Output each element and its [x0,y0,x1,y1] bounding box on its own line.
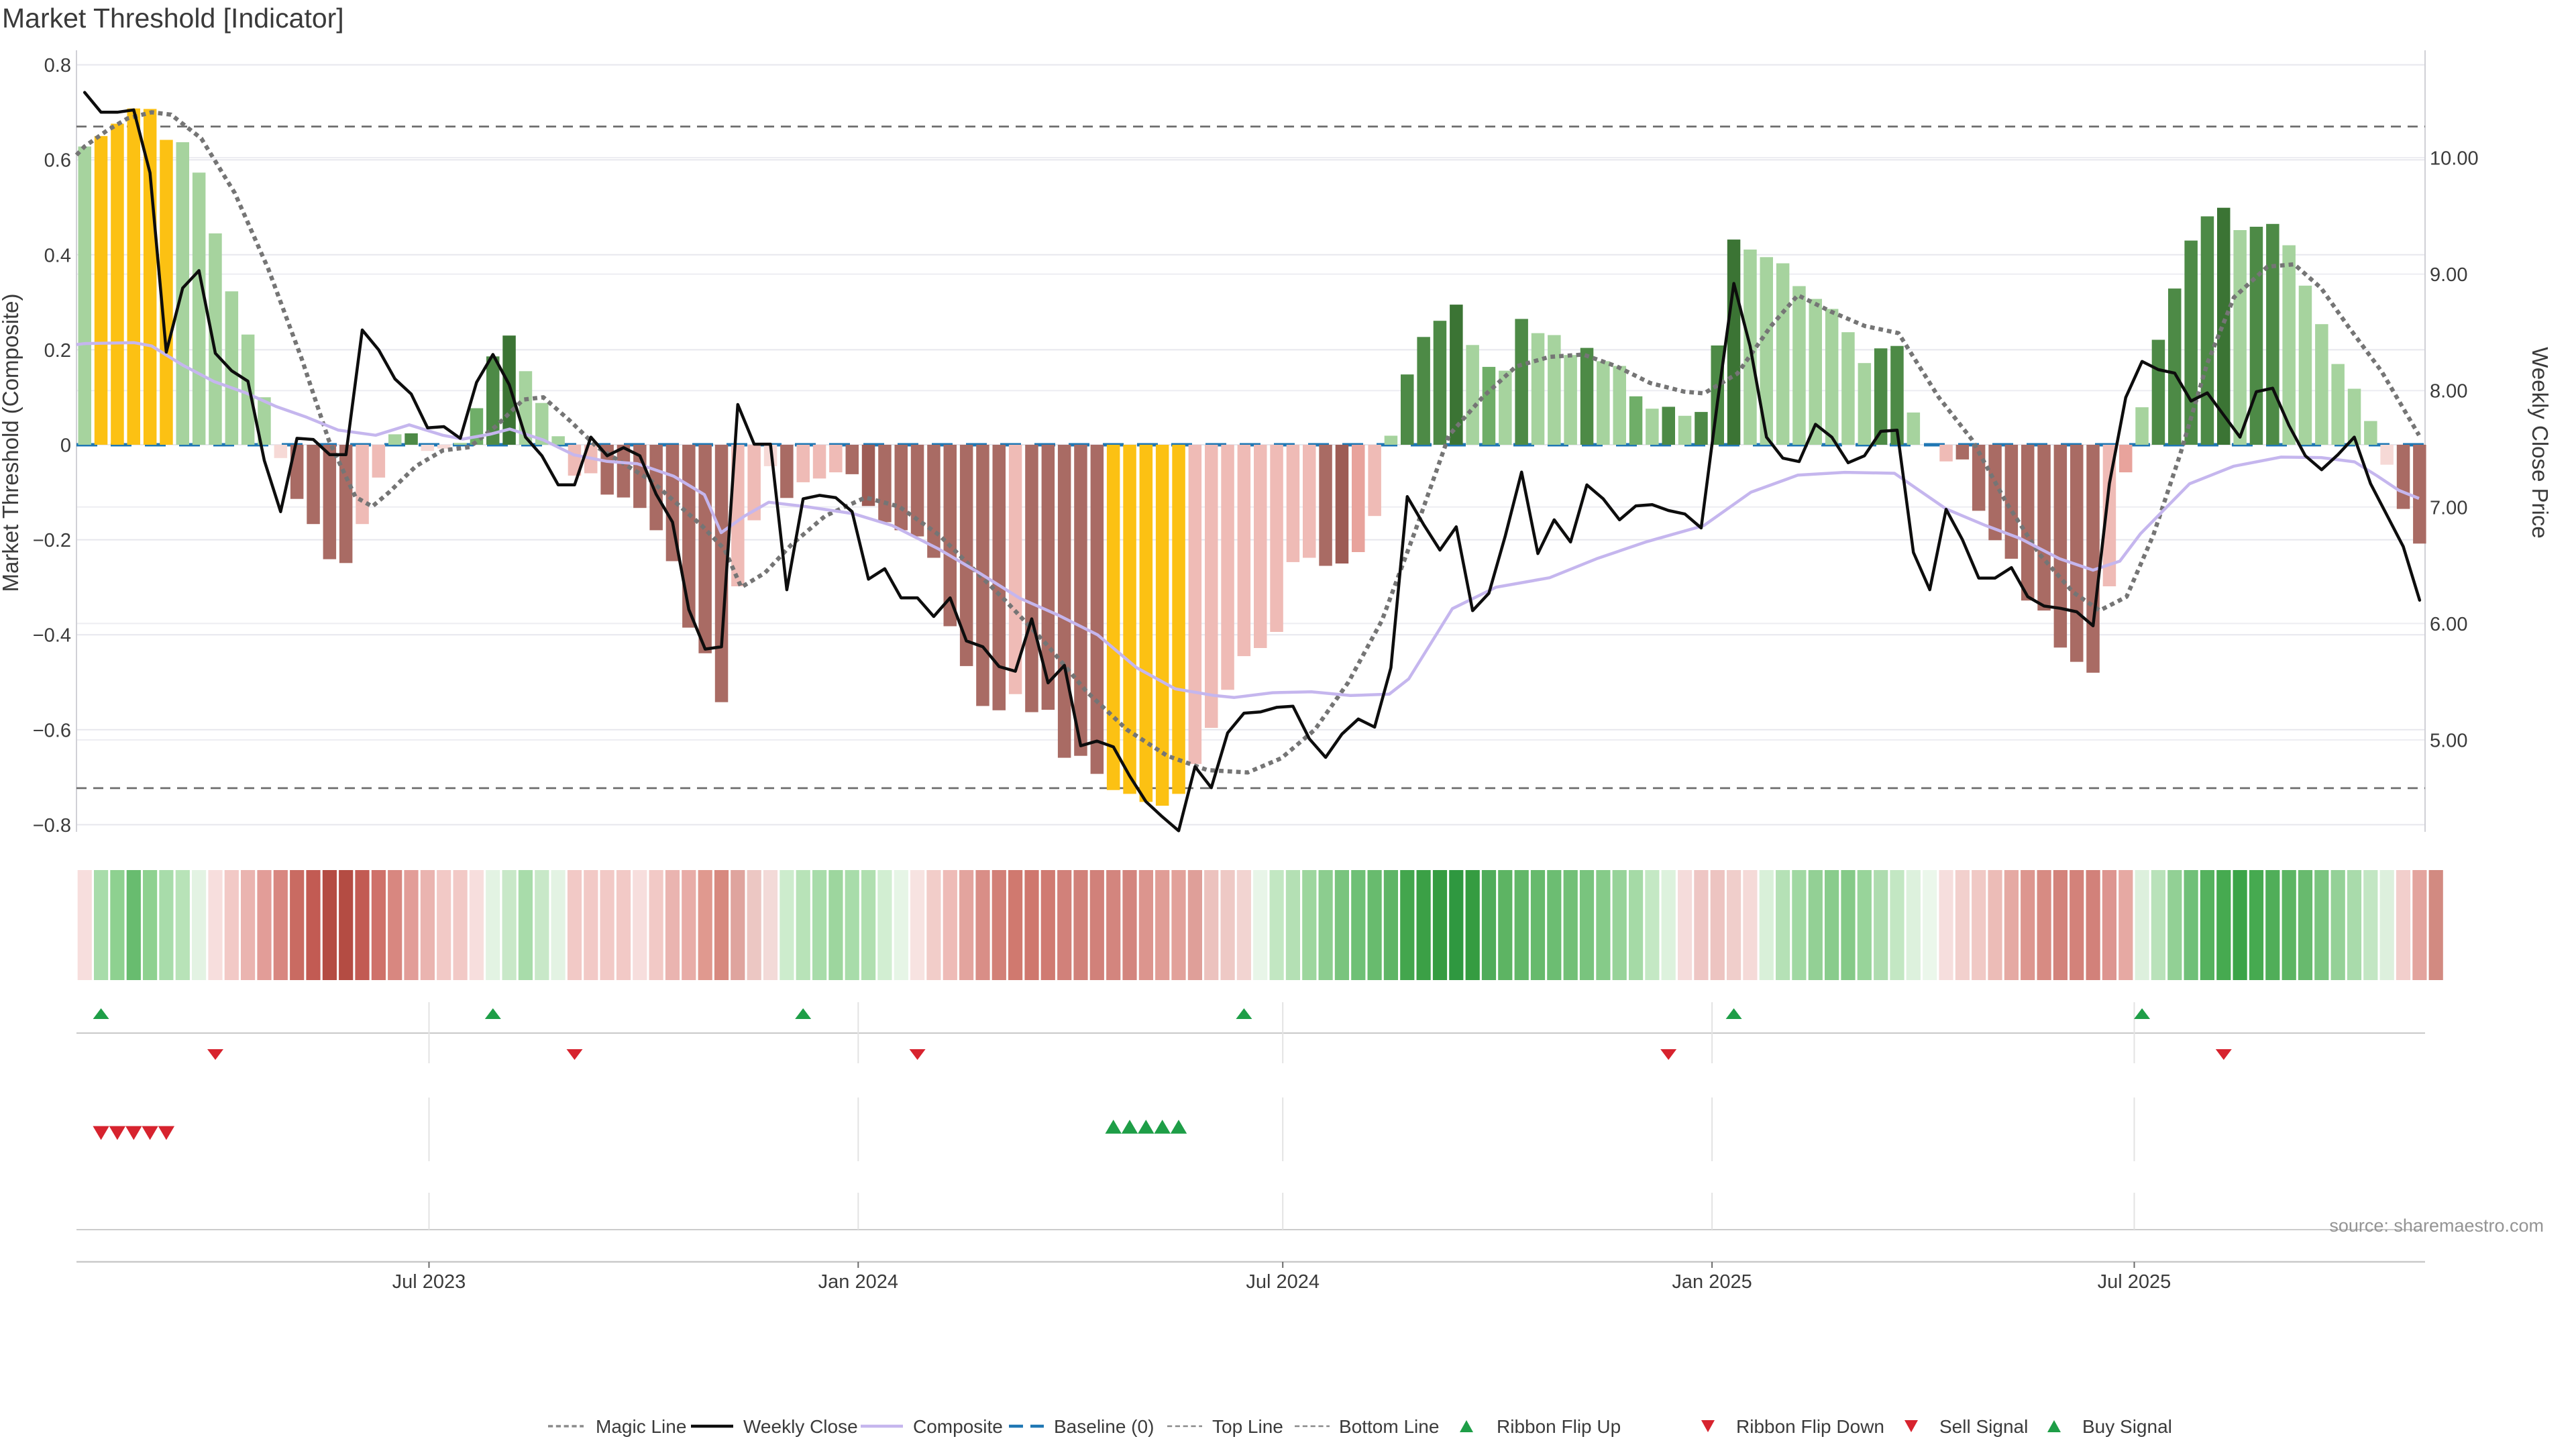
svg-text:Jan 2024: Jan 2024 [818,1271,898,1293]
svg-text:Jan 2025: Jan 2025 [1672,1271,1752,1293]
svg-text:Bottom Line: Bottom Line [1339,1416,1439,1437]
svg-text:Ribbon Flip Down: Ribbon Flip Down [1736,1416,1884,1437]
svg-text:8.00: 8.00 [2430,381,2467,402]
svg-text:Market Threshold (Composite): Market Threshold (Composite) [0,293,23,592]
svg-text:5.00: 5.00 [2430,731,2467,752]
svg-text:Weekly Close Price: Weekly Close Price [2528,347,2553,538]
svg-text:Jul 2025: Jul 2025 [2098,1271,2171,1293]
svg-text:9.00: 9.00 [2430,264,2467,286]
svg-text:6.00: 6.00 [2430,614,2467,635]
svg-text:Ribbon Flip Up: Ribbon Flip Up [1497,1416,1621,1437]
svg-text:10.00: 10.00 [2430,148,2479,170]
svg-text:source: sharemaestro.com: source: sharemaestro.com [2329,1216,2544,1236]
svg-text:Baseline (0): Baseline (0) [1054,1416,1154,1437]
svg-text:0.2: 0.2 [44,340,71,362]
svg-text:0.4: 0.4 [44,245,71,266]
svg-text:−0.6: −0.6 [33,720,71,741]
svg-text:Weekly Close: Weekly Close [743,1416,858,1437]
svg-text:Sell Signal: Sell Signal [1939,1416,2028,1437]
svg-text:−0.4: −0.4 [33,625,71,647]
svg-text:−0.2: −0.2 [33,530,71,551]
svg-text:Buy Signal: Buy Signal [2082,1416,2172,1437]
svg-text:Composite: Composite [913,1416,1003,1437]
svg-text:−0.8: −0.8 [33,815,71,837]
svg-text:Magic Line: Magic Line [596,1416,686,1437]
svg-text:7.00: 7.00 [2430,497,2467,519]
svg-text:0.8: 0.8 [44,55,71,76]
svg-text:0.6: 0.6 [44,150,71,172]
svg-text:Market Threshold [Indicator]: Market Threshold [Indicator] [2,3,344,34]
svg-text:0: 0 [60,435,71,457]
svg-text:Jul 2023: Jul 2023 [392,1271,466,1293]
svg-text:Top Line: Top Line [1212,1416,1283,1437]
svg-text:Jul 2024: Jul 2024 [1246,1271,1320,1293]
